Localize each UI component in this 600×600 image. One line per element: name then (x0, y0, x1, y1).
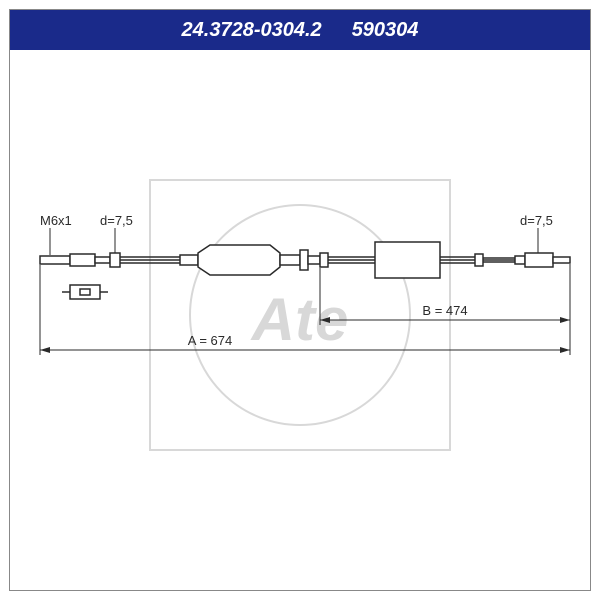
right-fitting (515, 253, 570, 267)
part-number: 24.3728-0304.2 (182, 19, 322, 42)
header-bar: 24.3728-0304.2 590304 (10, 10, 590, 50)
left-diameter-label: d=7,5 (100, 213, 133, 228)
end-detail-icon (62, 285, 108, 299)
right-diameter-label: d=7,5 (520, 213, 553, 228)
watermark: Ate (150, 180, 450, 450)
svg-text:A = 674: A = 674 (188, 333, 232, 348)
dimension-b: B = 474 (320, 264, 570, 355)
ref-number: 590304 (352, 19, 419, 42)
diagram-frame: 24.3728-0304.2 590304 Ate M6x1 d=7,5 d=7… (9, 9, 591, 591)
thread-spec-label: M6x1 (40, 213, 72, 228)
technical-drawing: Ate M6x1 d=7,5 d=7,5 (10, 50, 590, 590)
svg-text:B = 474: B = 474 (422, 303, 467, 318)
